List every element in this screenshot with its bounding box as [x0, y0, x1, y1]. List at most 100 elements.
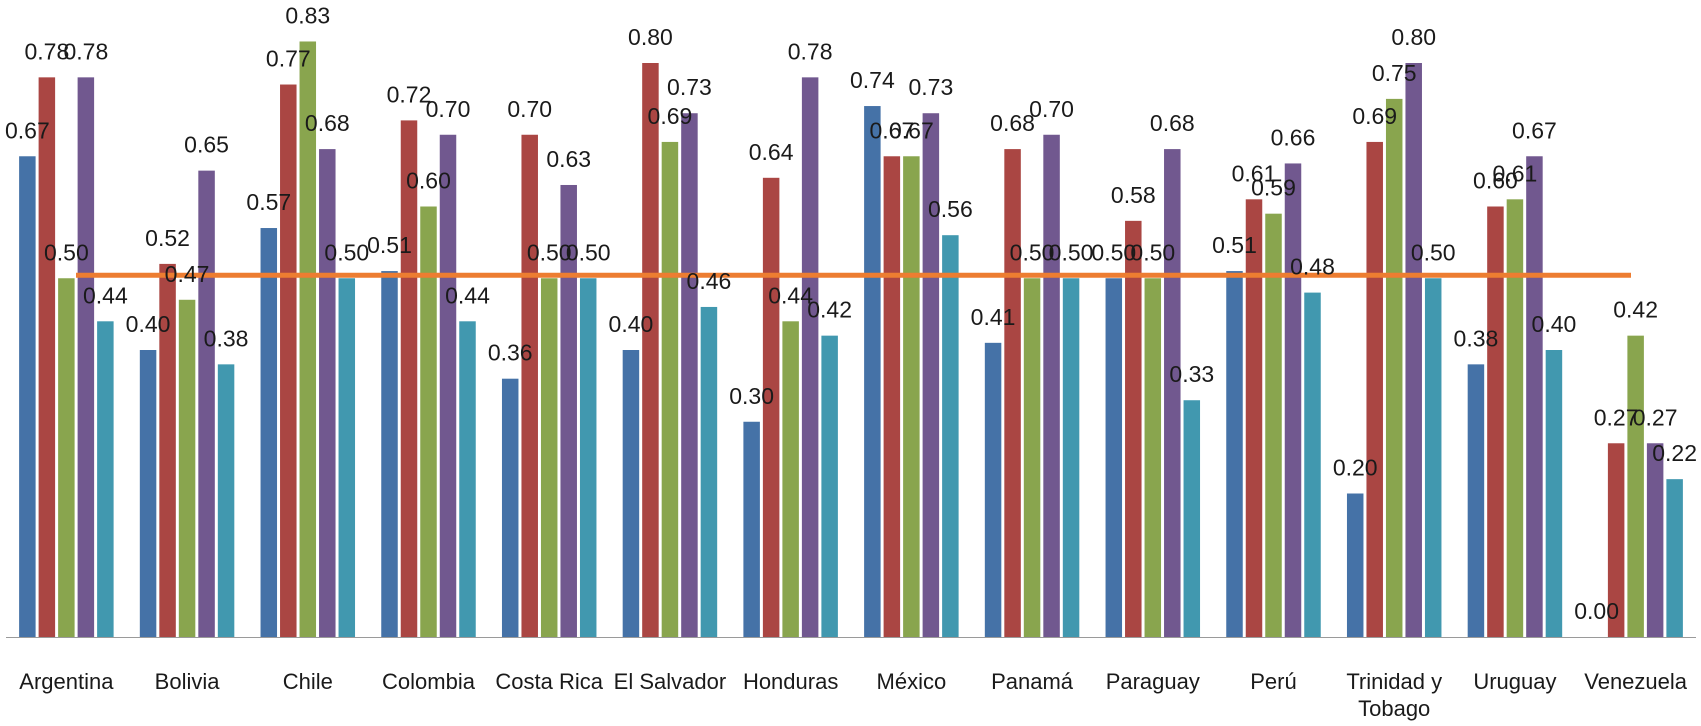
data-label: 0.61	[1493, 160, 1538, 186]
bar-1-7	[864, 106, 881, 638]
data-label: 0.67	[5, 117, 50, 143]
bar-1-1	[139, 350, 157, 637]
bar-1-11	[1346, 493, 1364, 637]
bar-1-6	[743, 421, 760, 637]
data-label: 0.77	[266, 46, 311, 72]
data-label: 0.38	[204, 325, 249, 351]
data-label: 0.00	[1574, 598, 1619, 624]
bar-3-10	[1265, 213, 1282, 637]
bar-2-4	[521, 134, 538, 637]
data-label: 0.46	[687, 268, 732, 294]
data-label: 0.30	[729, 383, 774, 409]
data-label: 0.20	[1333, 455, 1378, 481]
bar-5-5	[700, 306, 718, 637]
data-label: 0.69	[1352, 103, 1397, 129]
bar-1-4	[501, 378, 519, 637]
data-label: 0.51	[367, 232, 412, 258]
bar-4-7	[922, 113, 940, 638]
data-label: 0.42	[807, 297, 852, 323]
bar-5-13	[1666, 479, 1683, 637]
data-label: 0.68	[990, 110, 1035, 136]
bar-3-13	[1627, 335, 1644, 637]
bar-2-0	[38, 77, 56, 638]
bar-1-3	[381, 271, 398, 637]
category-label: Trinidad y	[1346, 669, 1442, 694]
data-label: 0.27	[1594, 404, 1639, 430]
bar-5-6	[821, 335, 838, 637]
category-label: México	[877, 669, 947, 694]
bar-2-6	[762, 177, 780, 638]
data-label: 0.65	[184, 132, 229, 158]
bar-3-5	[661, 141, 679, 637]
data-label: 0.60	[406, 168, 451, 194]
data-label: 0.68	[1150, 110, 1195, 136]
bar-1-9	[1105, 278, 1123, 637]
bar-4-12	[1526, 156, 1543, 637]
data-label: 0.42	[1613, 297, 1658, 323]
data-label: 0.51	[1212, 232, 1257, 258]
bar-5-7	[942, 235, 959, 637]
data-label: 0.60	[1473, 168, 1518, 194]
data-label: 0.72	[387, 81, 432, 107]
data-label: 0.50	[566, 239, 611, 265]
data-label: 0.80	[1391, 24, 1436, 50]
category-label: Argentina	[19, 669, 114, 694]
data-label: 0.78	[788, 38, 833, 64]
bar-1-8	[984, 342, 1002, 637]
bar-5-2	[338, 278, 356, 637]
bar-4-9	[1164, 149, 1181, 637]
bar-2-2	[280, 84, 297, 637]
category-label: Colombia	[382, 669, 476, 694]
data-label: 0.74	[850, 67, 895, 93]
bar-5-8	[1062, 278, 1080, 637]
category-label: Costa Rica	[495, 669, 603, 694]
bar-4-4	[560, 184, 577, 638]
data-label: 0.33	[1169, 361, 1214, 387]
data-label: 0.63	[546, 146, 591, 172]
data-label: 0.73	[667, 74, 712, 100]
data-label: 0.78	[24, 38, 69, 64]
bar-2-1	[159, 263, 176, 637]
bar-1-2	[260, 228, 278, 637]
bar-3-3	[420, 206, 437, 637]
data-label: 0.50	[324, 239, 369, 265]
bar-5-3	[459, 321, 476, 637]
bar-5-11	[1424, 278, 1442, 637]
bar-3-4	[540, 278, 558, 637]
bar-2-3	[400, 120, 418, 637]
data-label: 0.38	[1454, 325, 1499, 351]
data-label: 0.70	[1029, 96, 1074, 122]
bar-1-5	[622, 350, 640, 637]
data-label: 0.40	[126, 311, 171, 337]
bar-4-13	[1646, 443, 1664, 637]
bar-4-6	[801, 77, 819, 638]
bar-1-10	[1226, 271, 1243, 637]
data-label: 0.67	[889, 117, 934, 143]
data-label: 0.27	[1633, 404, 1678, 430]
data-label: 0.50	[1049, 239, 1094, 265]
data-label: 0.47	[165, 261, 210, 287]
data-label: 0.75	[1372, 60, 1417, 86]
bar-2-10	[1245, 199, 1263, 637]
bar-1-0	[19, 156, 36, 637]
data-label: 0.80	[628, 24, 673, 50]
bar-4-1	[198, 170, 215, 638]
bar-4-8	[1043, 134, 1060, 637]
data-label: 0.70	[507, 96, 552, 122]
data-label: 0.61	[1232, 160, 1277, 186]
category-label: Venezuela	[1584, 669, 1688, 694]
category-label: Perú	[1250, 669, 1296, 694]
data-label: 0.41	[971, 304, 1016, 330]
category-label: Bolivia	[155, 669, 221, 694]
data-label: 0.64	[749, 139, 794, 165]
data-label: 0.78	[63, 38, 108, 64]
bar-2-5	[642, 63, 659, 637]
bar-2-13	[1607, 443, 1625, 637]
data-label: 0.50	[1411, 239, 1456, 265]
bar-3-8	[1023, 278, 1041, 637]
bar-4-11	[1405, 63, 1422, 637]
bar-5-12	[1545, 350, 1563, 637]
category-label: El Salvador	[614, 669, 727, 694]
